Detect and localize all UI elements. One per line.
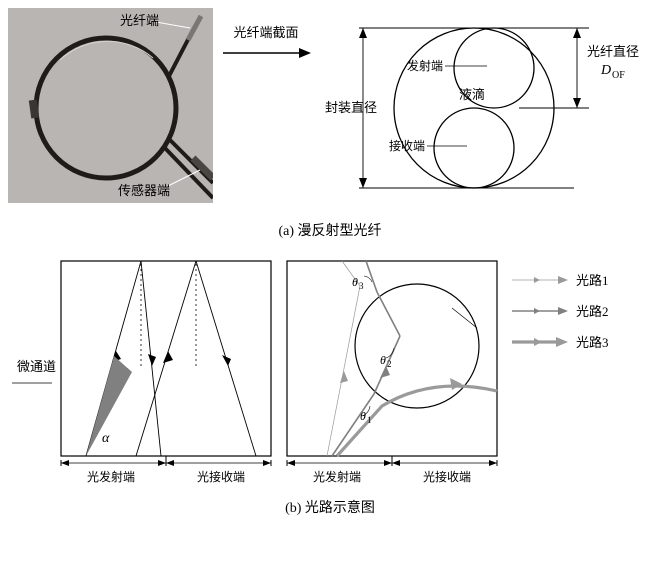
panel-a: α 光发射端 光接收端 [56, 256, 276, 485]
panel-a-emit: 光发射端 [87, 468, 135, 485]
legend-path3: 光路3 [512, 332, 609, 351]
microchannel-label: 微通道 [8, 256, 56, 391]
bottom-row: 微通道 [8, 256, 652, 485]
fiber-dia-label: 光纤直径 [587, 44, 639, 59]
optical-panels: α 光发射端 光接收端 [56, 256, 502, 485]
svg-text:1: 1 [367, 415, 372, 425]
svg-text:θ: θ [360, 409, 366, 423]
fiber-photo: 光纤端 传感器端 [8, 8, 213, 203]
panel-b-emit: 光发射端 [313, 468, 361, 485]
alpha-label: α [102, 431, 110, 446]
fiber-dia-sub: OF [612, 70, 625, 81]
caption-b: (b) 光路示意图 [8, 497, 652, 517]
emit-label: 发射端 [407, 58, 443, 73]
package-dia-label: 封装直径 [325, 100, 377, 115]
svg-text:2: 2 [387, 359, 392, 369]
legend-path1: 光路1 [512, 270, 609, 289]
panel-a-recv: 光接收端 [197, 468, 245, 485]
cross-section-arrow: 光纤端截面 [221, 8, 311, 62]
svg-text:θ: θ [380, 353, 386, 367]
svg-text:3: 3 [359, 281, 364, 291]
top-row: 光纤端 传感器端 光纤端截面 [8, 8, 652, 208]
panel-b-recv: 光接收端 [423, 468, 471, 485]
recv-label: 接收端 [389, 138, 425, 153]
legend-path2: 光路2 [512, 301, 609, 320]
fiber-dia-sym: D [600, 63, 611, 78]
caption-a: (a) 漫反射型光纤 [8, 220, 652, 240]
sensor-tip-label: 传感器端 [118, 180, 170, 199]
panel-b: θ 1 θ 2 θ 3 光发射端 光接收端 液滴 [282, 256, 502, 485]
legend: 光路1 光路2 光路3 [502, 256, 609, 363]
cross-section-diagram: 封装直径 发射端 接收端 光纤直径 D OF [319, 8, 652, 208]
drop-label: 液滴 [459, 84, 485, 103]
svg-text:θ: θ [352, 275, 358, 289]
cross-section-label: 光纤端截面 [233, 25, 298, 40]
fiber-tip-label: 光纤端 [120, 10, 159, 29]
